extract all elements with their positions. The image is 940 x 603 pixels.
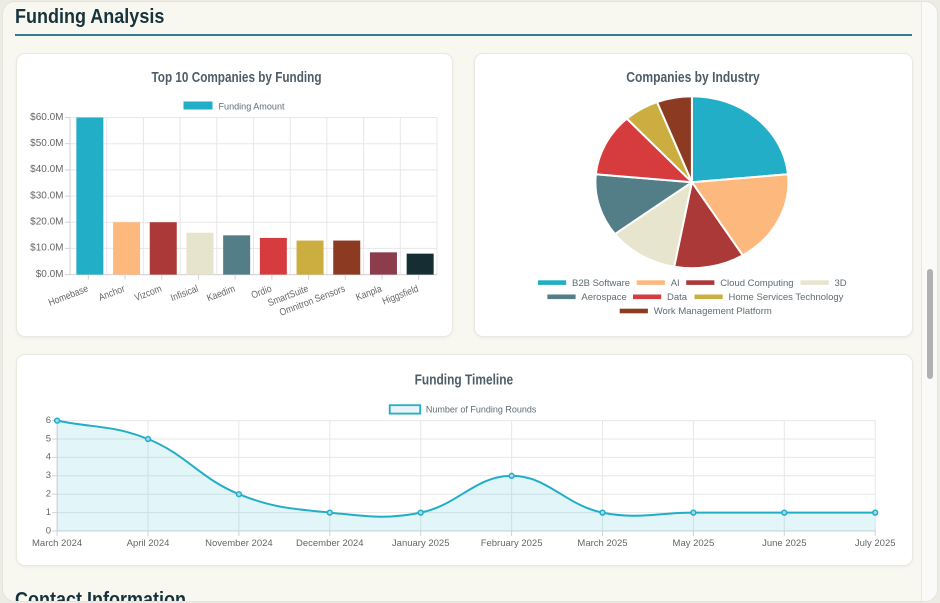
svg-text:Vizcom: Vizcom <box>133 284 163 304</box>
svg-text:1: 1 <box>46 507 51 518</box>
svg-text:4: 4 <box>46 452 51 463</box>
svg-text:Kanpla: Kanpla <box>355 283 384 303</box>
svg-text:March 2024: March 2024 <box>32 538 82 549</box>
svg-text:AI: AI <box>671 278 680 289</box>
svg-text:June 2025: June 2025 <box>762 538 806 549</box>
svg-text:Number of Funding Rounds: Number of Funding Rounds <box>426 405 537 416</box>
svg-text:$50.0M: $50.0M <box>30 138 63 149</box>
svg-text:Work Management Platform: Work Management Platform <box>654 306 772 317</box>
svg-text:$60.0M: $60.0M <box>30 112 63 123</box>
svg-text:May 2025: May 2025 <box>673 538 715 549</box>
svg-text:$30.0M: $30.0M <box>30 190 63 201</box>
svg-text:Home Services Technology: Home Services Technology <box>729 292 844 303</box>
svg-text:Homebase: Homebase <box>47 283 90 308</box>
svg-text:Data: Data <box>667 292 688 303</box>
svg-text:B2B Software: B2B Software <box>572 278 630 289</box>
svg-text:Funding Amount: Funding Amount <box>219 102 285 113</box>
svg-text:Anchor: Anchor <box>97 283 127 303</box>
svg-text:Funding Timeline: Funding Timeline <box>415 373 514 389</box>
svg-text:6: 6 <box>46 415 51 426</box>
svg-text:$20.0M: $20.0M <box>30 217 63 228</box>
svg-text:December 2024: December 2024 <box>296 538 364 549</box>
svg-text:3: 3 <box>46 470 51 481</box>
svg-text:Cloud Computing: Cloud Computing <box>720 278 793 289</box>
svg-text:$0.0M: $0.0M <box>36 269 64 280</box>
svg-text:2: 2 <box>46 489 51 500</box>
svg-text:Kaedim: Kaedim <box>206 284 237 305</box>
svg-text:March 2025: March 2025 <box>577 538 627 549</box>
svg-text:$10.0M: $10.0M <box>30 243 63 254</box>
svg-text:3D: 3D <box>835 278 847 289</box>
svg-text:0: 0 <box>46 525 51 536</box>
svg-text:Top 10 Companies by Funding: Top 10 Companies by Funding <box>152 70 322 86</box>
svg-text:Companies by Industry: Companies by Industry <box>626 70 760 86</box>
svg-text:April 2024: April 2024 <box>127 538 170 549</box>
svg-text:$40.0M: $40.0M <box>30 164 63 175</box>
svg-text:5: 5 <box>46 433 51 444</box>
svg-text:July 2025: July 2025 <box>855 538 896 549</box>
svg-text:November 2024: November 2024 <box>205 538 273 549</box>
svg-text:Aerospace: Aerospace <box>581 292 626 303</box>
svg-text:Higgsfield: Higgsfield <box>381 284 420 308</box>
svg-text:February 2025: February 2025 <box>481 538 543 549</box>
svg-text:January 2025: January 2025 <box>392 538 450 549</box>
svg-text:Infisical: Infisical <box>169 284 200 305</box>
